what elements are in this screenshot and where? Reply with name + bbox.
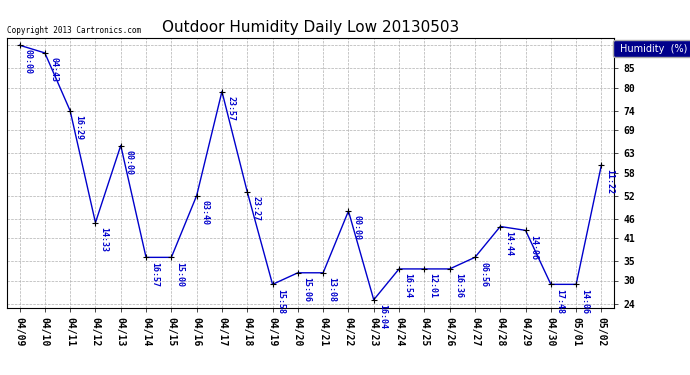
Text: 15:06: 15:06 xyxy=(302,277,311,302)
Text: 13:08: 13:08 xyxy=(327,277,336,302)
Legend: Humidity  (%): Humidity (%) xyxy=(613,40,690,57)
Text: 16:04: 16:04 xyxy=(378,304,387,329)
Text: 15:58: 15:58 xyxy=(277,288,286,314)
Text: 16:36: 16:36 xyxy=(454,273,463,298)
Text: 16:57: 16:57 xyxy=(150,261,159,286)
Text: 06:56: 06:56 xyxy=(479,261,488,286)
Text: 17:48: 17:48 xyxy=(555,288,564,314)
Text: 14:44: 14:44 xyxy=(504,231,513,256)
Text: 00:00: 00:00 xyxy=(353,215,362,240)
Text: 16:54: 16:54 xyxy=(403,273,412,298)
Title: Outdoor Humidity Daily Low 20130503: Outdoor Humidity Daily Low 20130503 xyxy=(162,20,459,35)
Text: 23:57: 23:57 xyxy=(226,96,235,121)
Text: 23:27: 23:27 xyxy=(251,196,260,221)
Text: 00:00: 00:00 xyxy=(125,150,134,175)
Text: 14:33: 14:33 xyxy=(99,227,108,252)
Text: 00:00: 00:00 xyxy=(23,50,32,74)
Text: 16:29: 16:29 xyxy=(75,115,83,140)
Text: 03:40: 03:40 xyxy=(201,200,210,225)
Text: 12:01: 12:01 xyxy=(428,273,437,298)
Text: Copyright 2013 Cartronics.com: Copyright 2013 Cartronics.com xyxy=(7,26,141,35)
Text: 15:00: 15:00 xyxy=(175,261,184,286)
Text: 04:43: 04:43 xyxy=(49,57,58,82)
Text: 14:06: 14:06 xyxy=(530,234,539,260)
Text: 14:06: 14:06 xyxy=(580,288,589,314)
Text: 11:22: 11:22 xyxy=(606,169,615,194)
